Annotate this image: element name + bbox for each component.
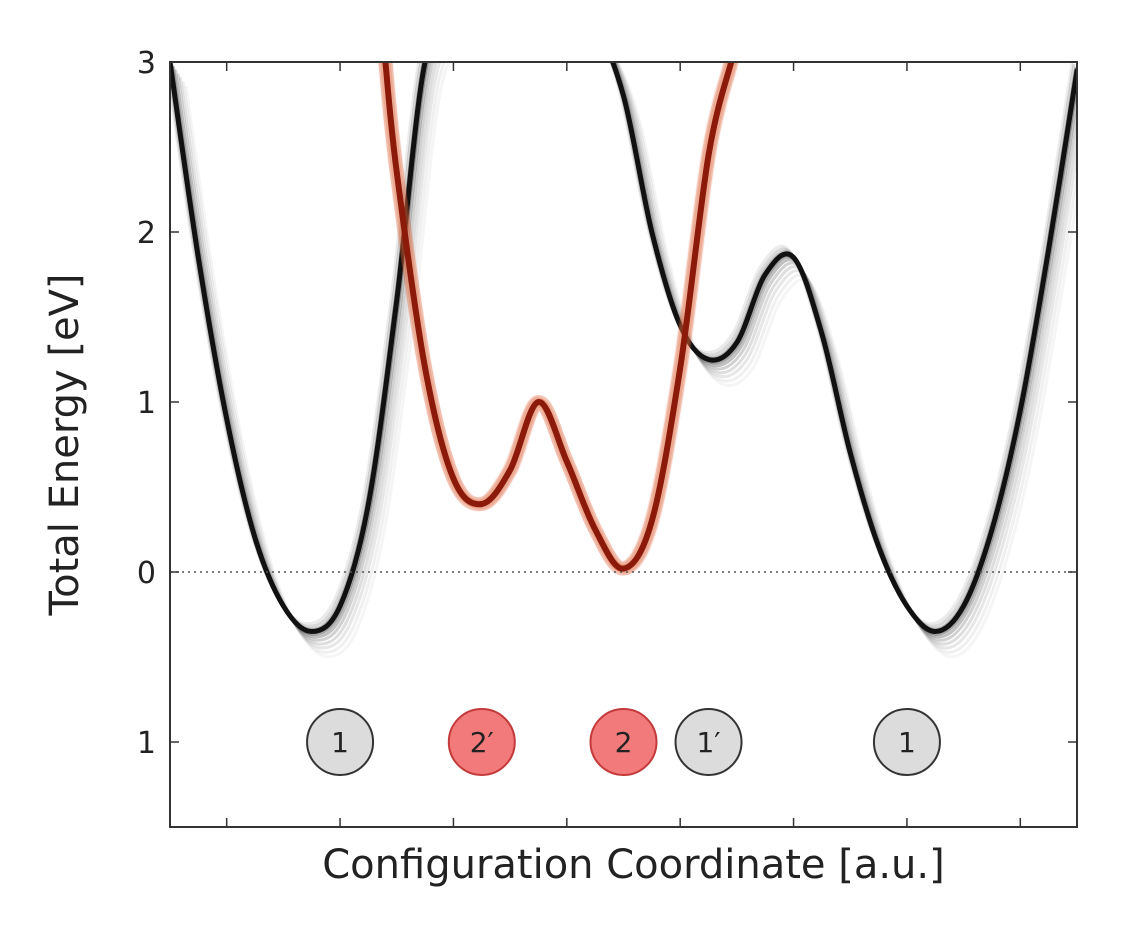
state-marker-circle <box>306 708 375 776</box>
state-marker-label: 2′ <box>470 726 494 759</box>
state-marker: 1 <box>872 708 941 776</box>
grey-curve-copy <box>184 62 1077 659</box>
red-curve-bundle <box>377 62 739 576</box>
grey-curve-copy <box>170 62 1077 631</box>
state-marker: 1 <box>306 708 375 776</box>
grey-curve-copy <box>179 62 1077 650</box>
y-tick-label: 0 <box>137 556 156 591</box>
curve-layer <box>170 62 1077 659</box>
state-marker-label: 1 <box>331 726 349 759</box>
state-marker: 1′ <box>674 708 743 776</box>
grey-curve-copy <box>170 62 1076 628</box>
tick-layer: 3 2 1 0 1 <box>137 46 1077 827</box>
state-marker-circle <box>589 708 658 776</box>
state-marker-circle <box>674 708 743 776</box>
x-axis-title: Configuration Coordinate [a.u.] <box>322 842 944 888</box>
black-curve-main <box>170 62 1077 634</box>
state-marker: 2′ <box>447 708 516 776</box>
state-marker-label: 1 <box>898 726 916 759</box>
y-tick-label: 2 <box>137 216 156 251</box>
plot-frame <box>169 61 1078 828</box>
state-marker-circle <box>872 708 941 776</box>
grey-curve-copy <box>181 62 1077 654</box>
y-axis-title: Total Energy [eV] <box>42 273 88 616</box>
state-marker-label: 1′ <box>696 726 720 759</box>
y-tick-label: 3 <box>137 46 156 81</box>
state-marker: 2 <box>589 708 658 776</box>
grey-curve-copy <box>176 62 1077 646</box>
y-tick-label: 1 <box>137 386 156 421</box>
grey-curve-copy <box>170 62 1074 626</box>
state-marker-circle <box>447 708 516 776</box>
red-curve-main <box>382 62 735 572</box>
state-marker-layer: 1 2′ 2 1′ 1 <box>306 708 941 776</box>
y-tick-label: 1 <box>137 726 156 761</box>
state-marker-label: 2 <box>615 726 633 759</box>
black-curve-bundle <box>170 62 1077 659</box>
grey-curve-copy <box>174 62 1077 642</box>
